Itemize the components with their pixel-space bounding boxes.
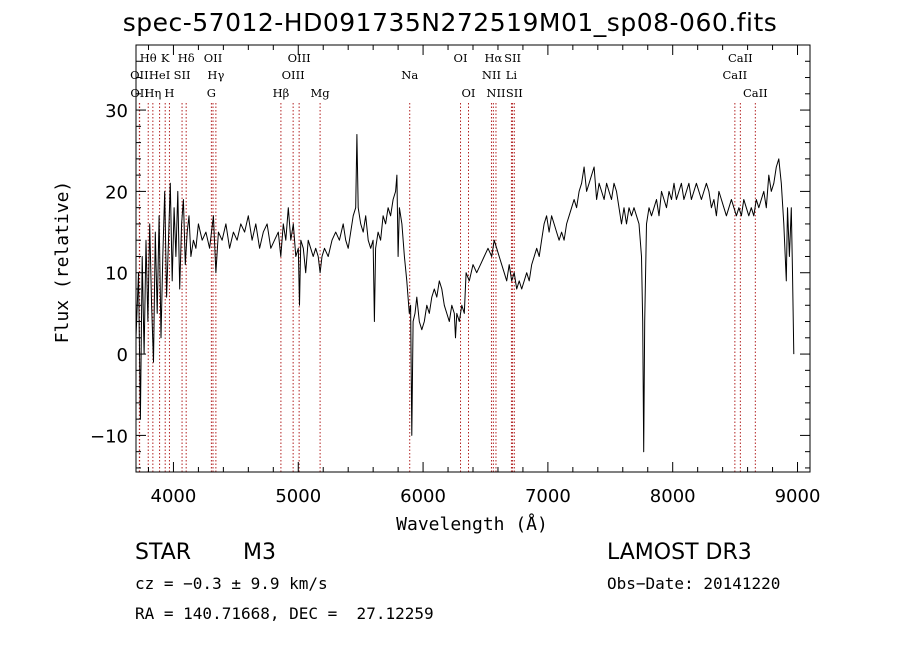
line-marker-label: G	[207, 86, 216, 100]
line-marker-label: OI	[462, 86, 476, 100]
axis-ticks	[136, 44, 810, 472]
line-marker-label: NII	[482, 68, 501, 82]
x-tick-label: 6000	[400, 486, 446, 507]
line-marker-label: SII	[174, 68, 191, 82]
x-tick-label: 5000	[275, 486, 321, 507]
y-tick-label: 10	[105, 264, 128, 285]
line-marker-label: SII	[506, 86, 523, 100]
spectrum-line	[135, 134, 795, 453]
object-subclass: M3	[243, 540, 276, 565]
x-tick-label: 8000	[650, 486, 696, 507]
x-tick-label: 9000	[775, 486, 821, 507]
x-tick-label: 4000	[151, 486, 197, 507]
line-markers	[138, 103, 756, 472]
line-marker-label: OI	[454, 51, 468, 65]
chart-title: spec-57012-HD091735N272519M01_sp08-060.f…	[122, 8, 778, 37]
plot-frame	[135, 44, 811, 473]
redshift-value: cz = −0.3 ± 9.9 km/s	[135, 574, 328, 593]
line-marker-label: OIII	[282, 68, 305, 82]
x-tick-label: 7000	[525, 486, 571, 507]
line-marker-label: CaII	[728, 51, 753, 65]
object-class: STAR	[135, 540, 192, 565]
line-marker-label: HeI	[149, 68, 170, 82]
line-marker-label: OII	[130, 86, 149, 100]
survey-name: LAMOST DR3	[607, 540, 752, 565]
line-marker-label: Hη	[144, 86, 161, 100]
coordinates: RA = 140.71668, DEC = 27.12259	[135, 604, 434, 623]
line-marker-label: OII	[130, 68, 149, 82]
line-marker-label: Hδ	[178, 51, 195, 65]
y-tick-label: 0	[117, 345, 128, 366]
y-tick-label: 20	[105, 182, 128, 203]
y-tick-label: 30	[105, 101, 128, 122]
line-marker-label: SII	[504, 51, 521, 65]
spectrum-series	[135, 134, 795, 453]
line-marker-label: OIII	[288, 51, 311, 65]
y-axis-label: Flux (relative)	[52, 181, 73, 344]
line-marker-label: NII	[486, 86, 505, 100]
line-marker-label: Li	[506, 68, 518, 82]
line-marker-label: Na	[401, 68, 418, 82]
line-marker-label: CaII	[743, 86, 768, 100]
x-axis-label: Wavelength (Å)	[396, 513, 548, 535]
line-marker-label: Mg	[311, 86, 331, 100]
observation-date: Obs−Date: 20141220	[607, 574, 781, 593]
line-marker-label: CaII	[722, 68, 747, 82]
line-marker-label: Hγ	[207, 68, 224, 82]
line-marker-label: Hα	[484, 51, 502, 65]
line-marker-label: Hβ	[273, 86, 290, 100]
line-marker-label: H	[164, 86, 174, 100]
line-marker-label: K	[161, 51, 170, 65]
line-marker-label: OII	[204, 51, 223, 65]
axis-tick-labels: 4000 5000 6000 7000 8000 9000 −10 0 10 20 30	[90, 101, 820, 507]
y-tick-label: −10	[90, 426, 128, 447]
line-marker-label: Hθ	[140, 51, 157, 65]
